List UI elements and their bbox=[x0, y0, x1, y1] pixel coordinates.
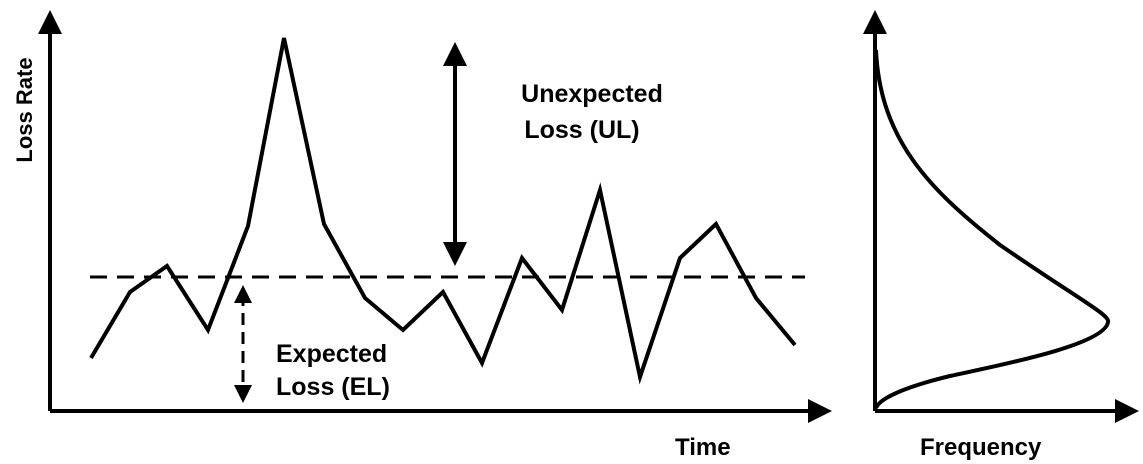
y-axis-label: Loss Rate bbox=[12, 57, 37, 162]
el-label-line1: Expected bbox=[276, 340, 387, 368]
el-label-line2: Loss (EL) bbox=[276, 373, 390, 401]
freq-axis-label: Frequency bbox=[920, 434, 1042, 461]
x-axis-label: Time bbox=[675, 434, 731, 461]
frequency-distribution-curve bbox=[874, 49, 1110, 410]
loss-rate-series bbox=[89, 37, 797, 385]
ul-label-line1: Unexpected bbox=[521, 80, 663, 108]
ul-label-line2: Loss (UL) bbox=[524, 116, 639, 144]
